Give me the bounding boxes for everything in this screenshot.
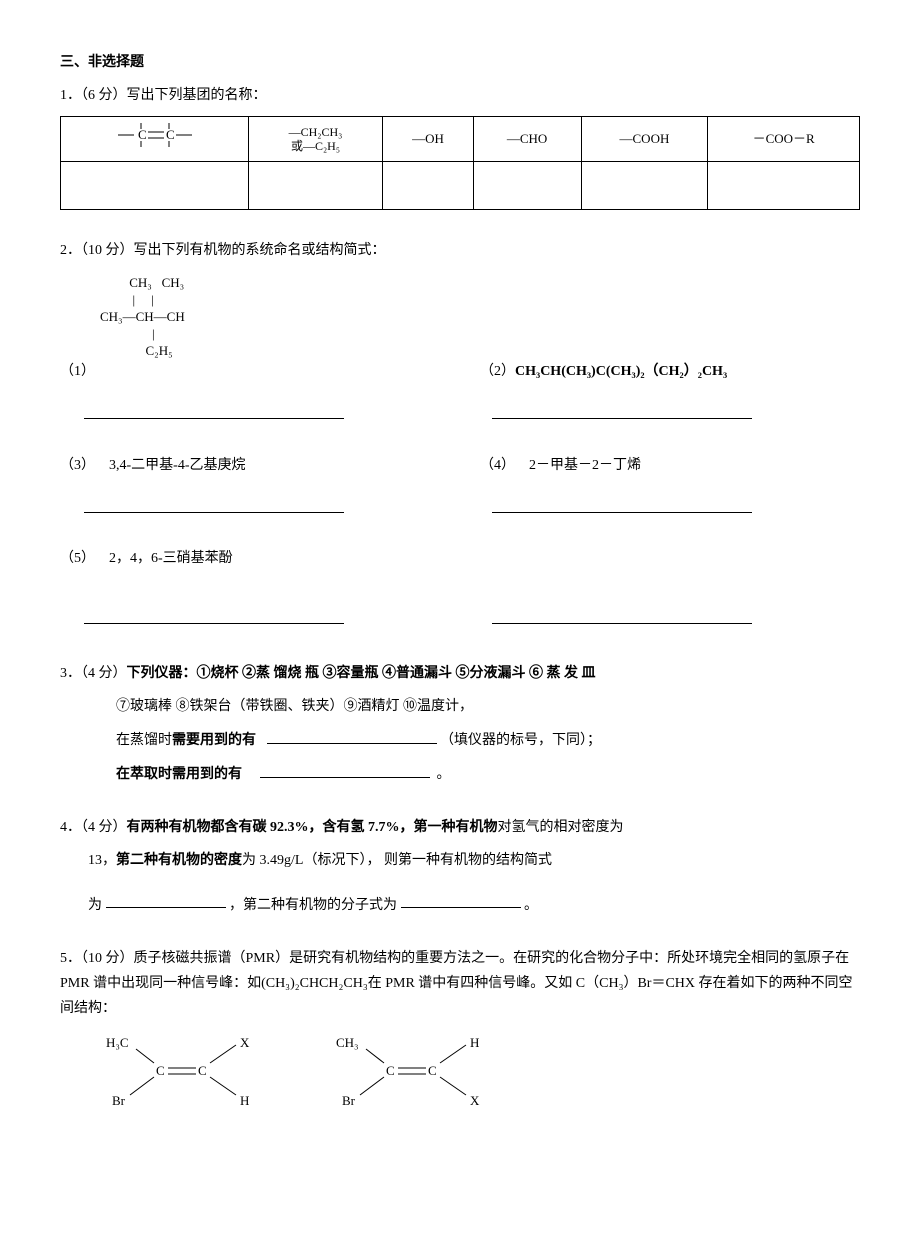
q1-c2-line1: —CH₂CH₃ bbox=[255, 125, 377, 139]
q1-c2-line2: 或—C₂H₅ bbox=[255, 139, 377, 153]
svg-text:H: H bbox=[470, 1035, 479, 1050]
q1-ans-6 bbox=[708, 161, 860, 209]
q1-cell-4: —CHO bbox=[473, 117, 581, 161]
q2-blank-5a bbox=[84, 607, 344, 624]
question-5: 5．（10 分）质子核磁共振谱（PMR）是研究有机物结构的重要方法之一。在研究的… bbox=[60, 946, 860, 1112]
double-bond-icon: C C bbox=[114, 121, 194, 149]
svg-text:H₃C: H₃C bbox=[106, 1035, 129, 1050]
q4-line2: 13，第二种有机物的密度为 3.49g/L（标况下）， 则第一种有机物的结构简式 bbox=[60, 848, 860, 873]
q2-blank-4 bbox=[492, 496, 752, 513]
q4-blank-2 bbox=[401, 892, 521, 909]
q2-s2-label: （2） bbox=[480, 359, 515, 384]
molecule-1: H₃C X Br H C C bbox=[100, 1031, 270, 1111]
q2-s1-structure: CH₃ CH₃ | | CH₃—CH—CH | C₂H₅ bbox=[100, 275, 440, 359]
q3-header: 3．（4 分）下列仪器：①烧杯 ②蒸 馏烧 瓶 ③容量瓶 ④普通漏斗 ⑤分液漏斗… bbox=[60, 661, 860, 686]
q3-line3: 在蒸馏时需要用到的有 （填仪器的标号，下同）； bbox=[60, 727, 860, 753]
q1-ans-1 bbox=[61, 161, 249, 209]
question-2: 2．（10 分）写出下列有机物的系统命名或结构简式： CH₃ CH₃ | | C… bbox=[60, 238, 860, 633]
svg-text:C: C bbox=[138, 127, 147, 142]
q2-s3-text: 3,4-二甲基-4-乙基庚烷 bbox=[109, 458, 246, 473]
q3-blank-2 bbox=[260, 761, 430, 778]
q4-blank-1 bbox=[106, 892, 226, 909]
q2-blank-2 bbox=[492, 403, 752, 420]
q1-ans-3 bbox=[383, 161, 473, 209]
q3-line4: 在萃取时需用到的有 。 bbox=[60, 761, 860, 787]
q4-line3: 为 ，第二种有机物的分子式为 。 bbox=[60, 892, 860, 918]
q2-s4-label: （4） bbox=[480, 458, 515, 473]
svg-text:Br: Br bbox=[342, 1093, 356, 1108]
svg-text:C: C bbox=[166, 127, 175, 142]
q2-s4-text: 2－甲基－2－丁烯 bbox=[529, 458, 641, 473]
q2-blank-5b bbox=[492, 607, 752, 624]
q1-ans-5 bbox=[581, 161, 708, 209]
q1-ans-4 bbox=[473, 161, 581, 209]
svg-text:C: C bbox=[386, 1063, 395, 1078]
section-title: 三、非选择题 bbox=[60, 50, 860, 75]
svg-text:X: X bbox=[470, 1093, 480, 1108]
q2-s1-label: （1） bbox=[60, 364, 95, 379]
svg-text:H: H bbox=[240, 1093, 249, 1108]
q1-cell-5: —COOH bbox=[581, 117, 708, 161]
q2-s2-text: CH₃CH(CH₃)C(CH₃)₂（CH₂）₂CH₃ bbox=[515, 359, 727, 384]
q1-header: 1．（6 分）写出下列基团的名称： bbox=[60, 83, 860, 108]
svg-text:X: X bbox=[240, 1035, 250, 1050]
q5-header: 5．（10 分）质子核磁共振谱（PMR）是研究有机物结构的重要方法之一。在研究的… bbox=[60, 946, 860, 1022]
q1-cell-2: —CH₂CH₃ 或—C₂H₅ bbox=[248, 117, 383, 161]
q3-blank-1 bbox=[267, 727, 437, 744]
svg-text:C: C bbox=[198, 1063, 207, 1078]
q2-s5-label: （5） bbox=[60, 551, 95, 566]
question-3: 3．（4 分）下列仪器：①烧杯 ②蒸 馏烧 瓶 ③容量瓶 ④普通漏斗 ⑤分液漏斗… bbox=[60, 661, 860, 787]
q1-cell-1: C C bbox=[61, 117, 249, 161]
q2-s5-text: 2，4，6-三硝基苯酚 bbox=[109, 551, 233, 566]
q4-line1: 4．（4 分）有两种有机物都含有碳 92.3%，含有氢 7.7%，第一种有机物对… bbox=[60, 815, 860, 840]
q2-blank-3 bbox=[84, 496, 344, 513]
svg-text:C: C bbox=[428, 1063, 437, 1078]
q2-header: 2．（10 分）写出下列有机物的系统命名或结构简式： bbox=[60, 238, 860, 263]
q2-s3-label: （3） bbox=[60, 458, 95, 473]
q3-line2: ⑦玻璃棒 ⑧铁架台（带铁圈、铁夹）⑨酒精灯 ⑩温度计， bbox=[60, 694, 860, 719]
q1-ans-2 bbox=[248, 161, 383, 209]
question-4: 4．（4 分）有两种有机物都含有碳 92.3%，含有氢 7.7%，第一种有机物对… bbox=[60, 815, 860, 917]
svg-text:C: C bbox=[156, 1063, 165, 1078]
svg-text:Br: Br bbox=[112, 1093, 126, 1108]
q5-molecules: H₃C X Br H C C CH₃ H Br X C C bbox=[100, 1031, 860, 1111]
svg-text:CH₃: CH₃ bbox=[336, 1035, 359, 1050]
q1-cell-6: －COO－R bbox=[708, 117, 860, 161]
molecule-2: CH₃ H Br X C C bbox=[330, 1031, 500, 1111]
q2-blank-1 bbox=[84, 403, 344, 420]
q1-cell-3: —OH bbox=[383, 117, 473, 161]
q1-table: C C —CH₂CH₃ 或—C₂H₅ —OH —CHO bbox=[60, 116, 860, 209]
question-1: 1．（6 分）写出下列基团的名称： C C —CH₂ bbox=[60, 83, 860, 210]
